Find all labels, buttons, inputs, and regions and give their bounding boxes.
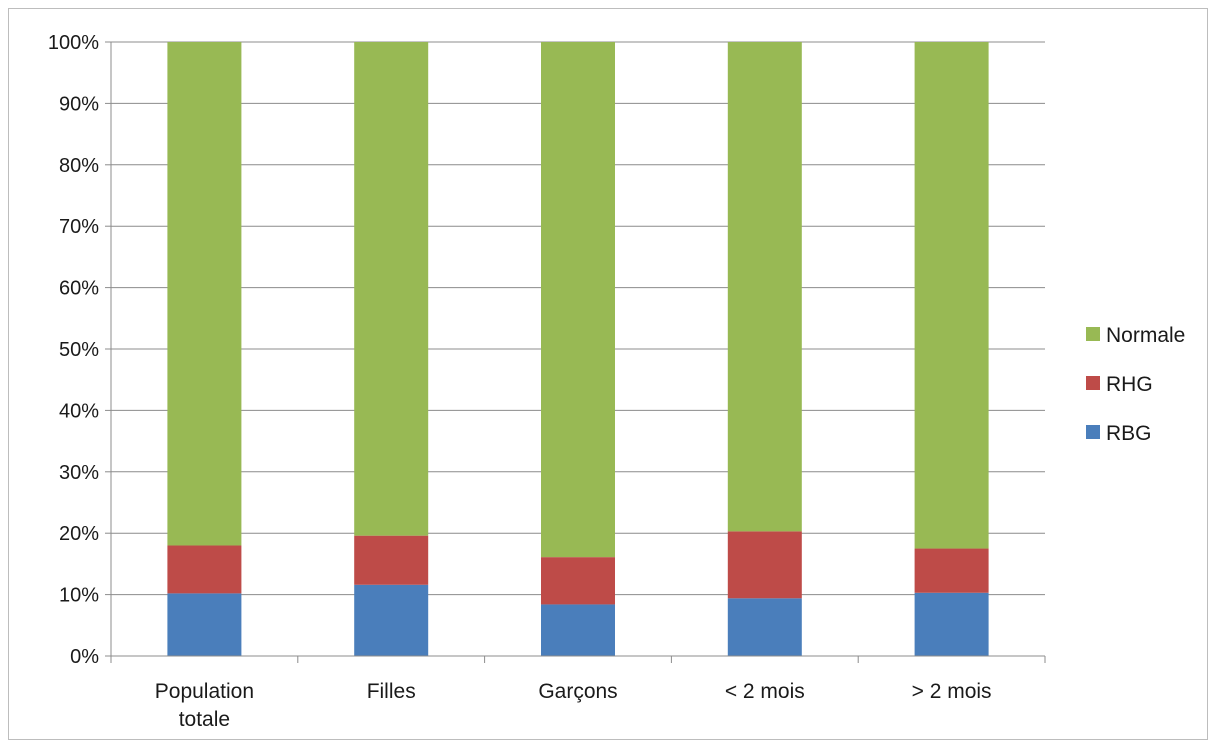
y-tick-label: 40% [59,400,99,422]
y-tick-label: 10% [59,585,99,607]
y-tick-label: 0% [70,646,99,668]
x-category-label: Garçons [538,680,617,703]
axes [105,41,1046,663]
bar-segment-rhg [727,531,802,599]
y-tick-label: 100% [48,32,99,54]
x-category-label: > 2 mois [912,680,992,703]
x-category-label: Filles [367,680,416,703]
legend-label-rhg: RHG [1106,373,1153,396]
bar-segment-rbg [541,604,615,656]
x-category-label: Population totale [155,680,254,731]
bar-segment-rhg [541,557,615,605]
y-tick-label: 30% [59,462,99,484]
bar-segment-normale [541,42,615,558]
y-axis-tick-labels: 0% 10% 20% 30% 40% 50% 60% 70% 80% 90% 100% [48,32,99,668]
bar-segment-rbg [167,593,242,656]
y-tick-label: 50% [59,339,99,361]
bar-segment-rbg [354,584,429,656]
bar-segment-normale [914,42,989,549]
legend: Normale RHG RBG [1086,324,1185,445]
bar-segment-normale [727,42,802,532]
bar-segment-rbg [727,598,802,656]
legend-label-normale: Normale [1106,324,1185,347]
legend-swatch-rhg [1086,376,1100,390]
y-tick-label: 20% [59,523,99,545]
y-tick-label: 80% [59,155,99,177]
y-tick-label: 70% [59,216,99,238]
x-category-label: < 2 mois [725,680,805,703]
legend-swatch-normale [1086,327,1100,341]
y-tick-label: 60% [59,278,99,300]
bar-segment-normale [354,42,429,536]
x-axis-category-labels: Population totale Filles Garçons < 2 mois > 2… [155,680,992,731]
y-tick-label: 90% [59,93,99,115]
bar-segment-rhg [354,535,429,585]
bar-segment-rbg [914,592,989,656]
bar-segment-rhg [914,548,989,593]
legend-swatch-rbg [1086,425,1100,439]
bar-segment-rhg [167,545,242,594]
bars [167,42,989,656]
bar-segment-normale [167,42,242,546]
legend-label-rbg: RBG [1106,422,1152,445]
